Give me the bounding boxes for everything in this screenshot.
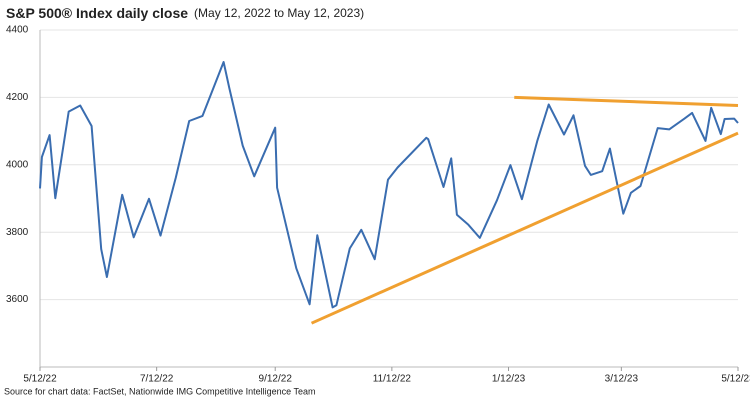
y-tick-label: 4200	[6, 92, 29, 103]
y-tick-label: 3600	[6, 294, 29, 305]
y-tick-label: 4400	[6, 25, 29, 36]
chart-subtitle: (May 12, 2022 to May 12, 2023)	[194, 6, 364, 20]
chart-title: S&P 500® Index daily close	[6, 5, 188, 21]
trend-line	[310, 131, 739, 325]
x-tick-label: 5/12/22	[23, 374, 57, 385]
x-tick-label: 1/12/23	[492, 374, 526, 385]
x-tick-label: 3/12/23	[605, 374, 639, 385]
source-note: Source for chart data: FactSet, Nationwi…	[4, 386, 315, 396]
y-tick-label: 4000	[6, 159, 29, 170]
title-group: S&P 500® Index daily close (May 12, 2022 …	[6, 5, 364, 21]
x-tick-label: 7/12/22	[140, 374, 174, 385]
x-tick-label: 9/12/22	[259, 374, 293, 385]
price-line	[39, 61, 739, 309]
x-tick-label: 11/12/22	[373, 374, 412, 385]
trend-line	[514, 95, 739, 107]
x-tick-label: 5/12/23	[721, 374, 750, 385]
y-tick-label: 3800	[6, 227, 29, 238]
